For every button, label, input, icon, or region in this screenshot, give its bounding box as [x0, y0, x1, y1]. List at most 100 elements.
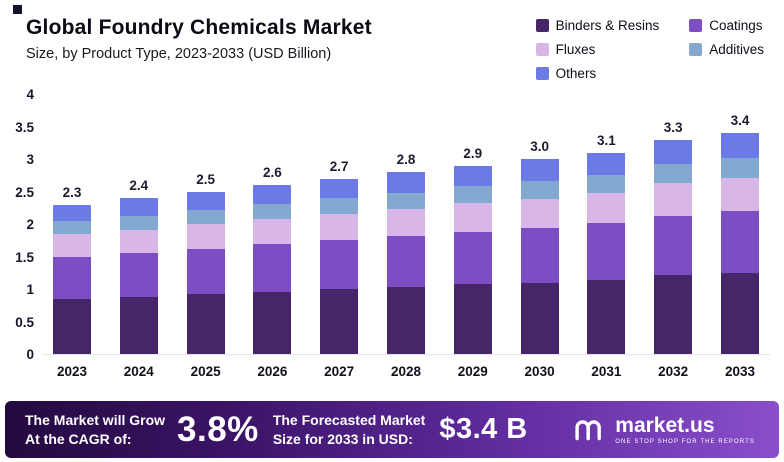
- y-axis-label: 1: [26, 282, 34, 297]
- bar-segment-binders-resins: [453, 284, 492, 354]
- bar-value-label: 3.3: [663, 119, 683, 135]
- bar-segment-coatings: [253, 244, 292, 292]
- plot-area: 2.3 2.4 2.5 2.6 2.7 2.8 2.9 3.0 3.1 3.3 3.4: [42, 95, 770, 355]
- x-axis-label: 2032: [658, 364, 689, 379]
- brand: market.us ONE STOP SHOP FOR THE REPORTS: [572, 413, 761, 447]
- legend-label: Additives: [709, 42, 764, 57]
- bar-segment-others: [587, 152, 626, 176]
- legend-item-fluxes: Fluxes: [535, 42, 660, 57]
- chart-title: Global Foundry Chemicals Market: [26, 16, 372, 39]
- bar-stack: [186, 191, 225, 354]
- legend-item-coatings: Coatings: [689, 18, 764, 33]
- bar-segment-fluxes: [119, 229, 158, 254]
- bar-column-2025: 2.5: [178, 95, 234, 354]
- bar-segment-coatings: [186, 248, 225, 295]
- brand-name: market.us: [615, 413, 715, 437]
- forecast-label: The Forecasted Market Size for 2033 in U…: [273, 411, 426, 447]
- bar-segment-additives: [386, 192, 425, 210]
- x-axis-label: 2033: [724, 364, 755, 379]
- bar-stack: [53, 204, 91, 354]
- bar-value-label: 2.5: [196, 171, 215, 187]
- bar-segment-binders-resins: [520, 282, 559, 354]
- bar-segment-additives: [720, 158, 759, 178]
- bar-segment-others: [320, 178, 359, 199]
- legend-swatch: [535, 19, 549, 32]
- bar-column-2030: 3.0: [512, 95, 568, 354]
- legend-label: Others: [555, 66, 597, 81]
- bar-value-label: 3.4: [730, 113, 750, 129]
- bar-segment-fluxes: [186, 224, 225, 249]
- corner-accent: [13, 5, 22, 14]
- bar-segment-fluxes: [453, 203, 492, 232]
- legend-swatch: [689, 19, 703, 32]
- bar-segment-binders-resins: [53, 298, 91, 354]
- bar-segment-coatings: [320, 240, 359, 289]
- y-axis-label: 4: [26, 87, 34, 102]
- bar-segment-binders-resins: [654, 275, 693, 354]
- legend-swatch: [535, 43, 549, 56]
- bar-stack: [453, 165, 492, 354]
- legend-label: Binders & Resins: [555, 18, 660, 33]
- forecast-label-line1: The Forecasted Market: [272, 412, 426, 429]
- bar-segment-binders-resins: [320, 289, 359, 354]
- bar-column-2032: 3.3: [645, 95, 701, 354]
- marketus-logo-icon: [575, 419, 602, 440]
- bar-segment-others: [186, 191, 225, 210]
- y-axis-label: 2.5: [15, 184, 34, 200]
- bar-segment-coatings: [587, 223, 626, 280]
- bar-stack: [654, 139, 693, 354]
- bar-segment-binders-resins: [119, 296, 158, 354]
- bar-segment-fluxes: [53, 233, 91, 257]
- bar-segment-coatings: [520, 227, 559, 283]
- bar-segment-binders-resins: [186, 294, 225, 354]
- bar-segment-additives: [520, 181, 559, 199]
- bar-segment-others: [453, 165, 492, 187]
- bar-segment-additives: [654, 164, 693, 184]
- bar-column-2031: 3.1: [578, 95, 634, 354]
- bar-segment-fluxes: [253, 218, 292, 245]
- bar-segment-additives: [186, 209, 225, 225]
- legend-swatch: [689, 43, 703, 56]
- bar-column-2033: 3.4: [712, 95, 768, 354]
- y-axis: 0 0.5 1 1.5 2 2.5 3 3.5 4: [8, 87, 42, 362]
- bar-segment-binders-resins: [587, 279, 626, 354]
- stacked-bar-chart: 0 0.5 1 1.5 2 2.5 3 3.5 4 2.3 2.4 2.5 2.6 2.7 2.8 2.9 3…: [0, 81, 784, 379]
- y-axis-label: 1.5: [15, 249, 34, 265]
- bar-segment-binders-resins: [253, 291, 292, 354]
- x-axis-label: 2030: [524, 364, 555, 379]
- bar-segment-coatings: [119, 253, 158, 297]
- legend: Binders & Resins Coatings Fluxes Additives O…: [535, 18, 764, 81]
- cagr-label-line2: At the CAGR of:: [25, 430, 132, 447]
- footer-banner: The Market will Grow At the CAGR of: 3.8…: [5, 401, 779, 458]
- bar-segment-others: [720, 133, 759, 159]
- bar-column-2027: 2.7: [311, 95, 367, 354]
- bar-value-label: 2.6: [263, 165, 282, 181]
- bar-segment-fluxes: [320, 213, 359, 241]
- bar-segment-others: [654, 139, 693, 165]
- bar-segment-coatings: [453, 231, 492, 285]
- bar-value-label: 3.1: [596, 132, 616, 148]
- bar-segment-fluxes: [720, 177, 759, 211]
- bar-stack: [386, 172, 425, 354]
- bar-column-2026: 2.6: [244, 95, 300, 354]
- bar-segment-coatings: [386, 236, 425, 288]
- y-axis-label: 2: [26, 217, 34, 232]
- x-axis-label: 2026: [257, 364, 288, 379]
- legend-swatch: [535, 67, 549, 80]
- bar-segment-coatings: [654, 215, 693, 276]
- cagr-value: 3.8%: [177, 409, 259, 449]
- bar-segment-others: [386, 172, 425, 193]
- x-axis-label: 2031: [591, 364, 622, 379]
- bar-segment-others: [53, 204, 91, 221]
- y-axis-label: 0: [26, 347, 34, 362]
- bar-stack: [253, 185, 292, 354]
- x-axis-label: 2029: [457, 364, 488, 379]
- bar-column-2023: 2.3: [44, 95, 100, 354]
- legend-item-others: Others: [535, 66, 660, 81]
- x-axis-label: 2024: [123, 364, 154, 379]
- bar-stack: [587, 152, 626, 354]
- bar-value-label: 3.0: [530, 139, 549, 155]
- x-axis: 2023 2024 2025 2026 2027 2028 2029 2030 2031 2032…: [42, 364, 770, 379]
- x-axis-label: 2023: [56, 364, 88, 379]
